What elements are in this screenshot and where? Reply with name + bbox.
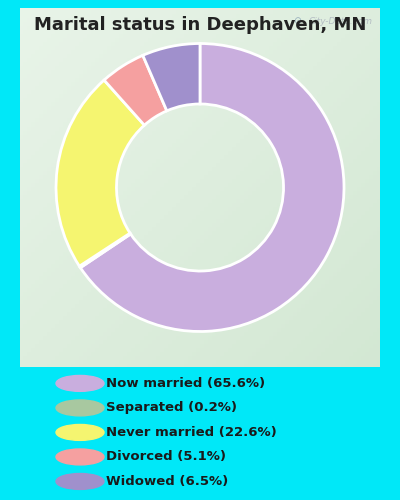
Text: Never married (22.6%): Never married (22.6%): [106, 426, 277, 439]
Wedge shape: [104, 56, 167, 125]
Circle shape: [56, 449, 104, 465]
Text: Now married (65.6%): Now married (65.6%): [106, 377, 265, 390]
Text: Marital status in Deephaven, MN: Marital status in Deephaven, MN: [34, 16, 366, 34]
Text: Separated (0.2%): Separated (0.2%): [106, 402, 237, 414]
Wedge shape: [143, 44, 200, 111]
Wedge shape: [79, 233, 131, 268]
Text: Divorced (5.1%): Divorced (5.1%): [106, 450, 226, 464]
Circle shape: [56, 376, 104, 392]
Text: City-Data.com: City-Data.com: [309, 16, 373, 26]
Text: Widowed (6.5%): Widowed (6.5%): [106, 475, 228, 488]
Wedge shape: [56, 80, 144, 266]
Circle shape: [56, 474, 104, 490]
Circle shape: [56, 400, 104, 416]
Wedge shape: [80, 44, 344, 332]
Text: ⊙: ⊙: [294, 16, 302, 26]
Circle shape: [56, 424, 104, 440]
